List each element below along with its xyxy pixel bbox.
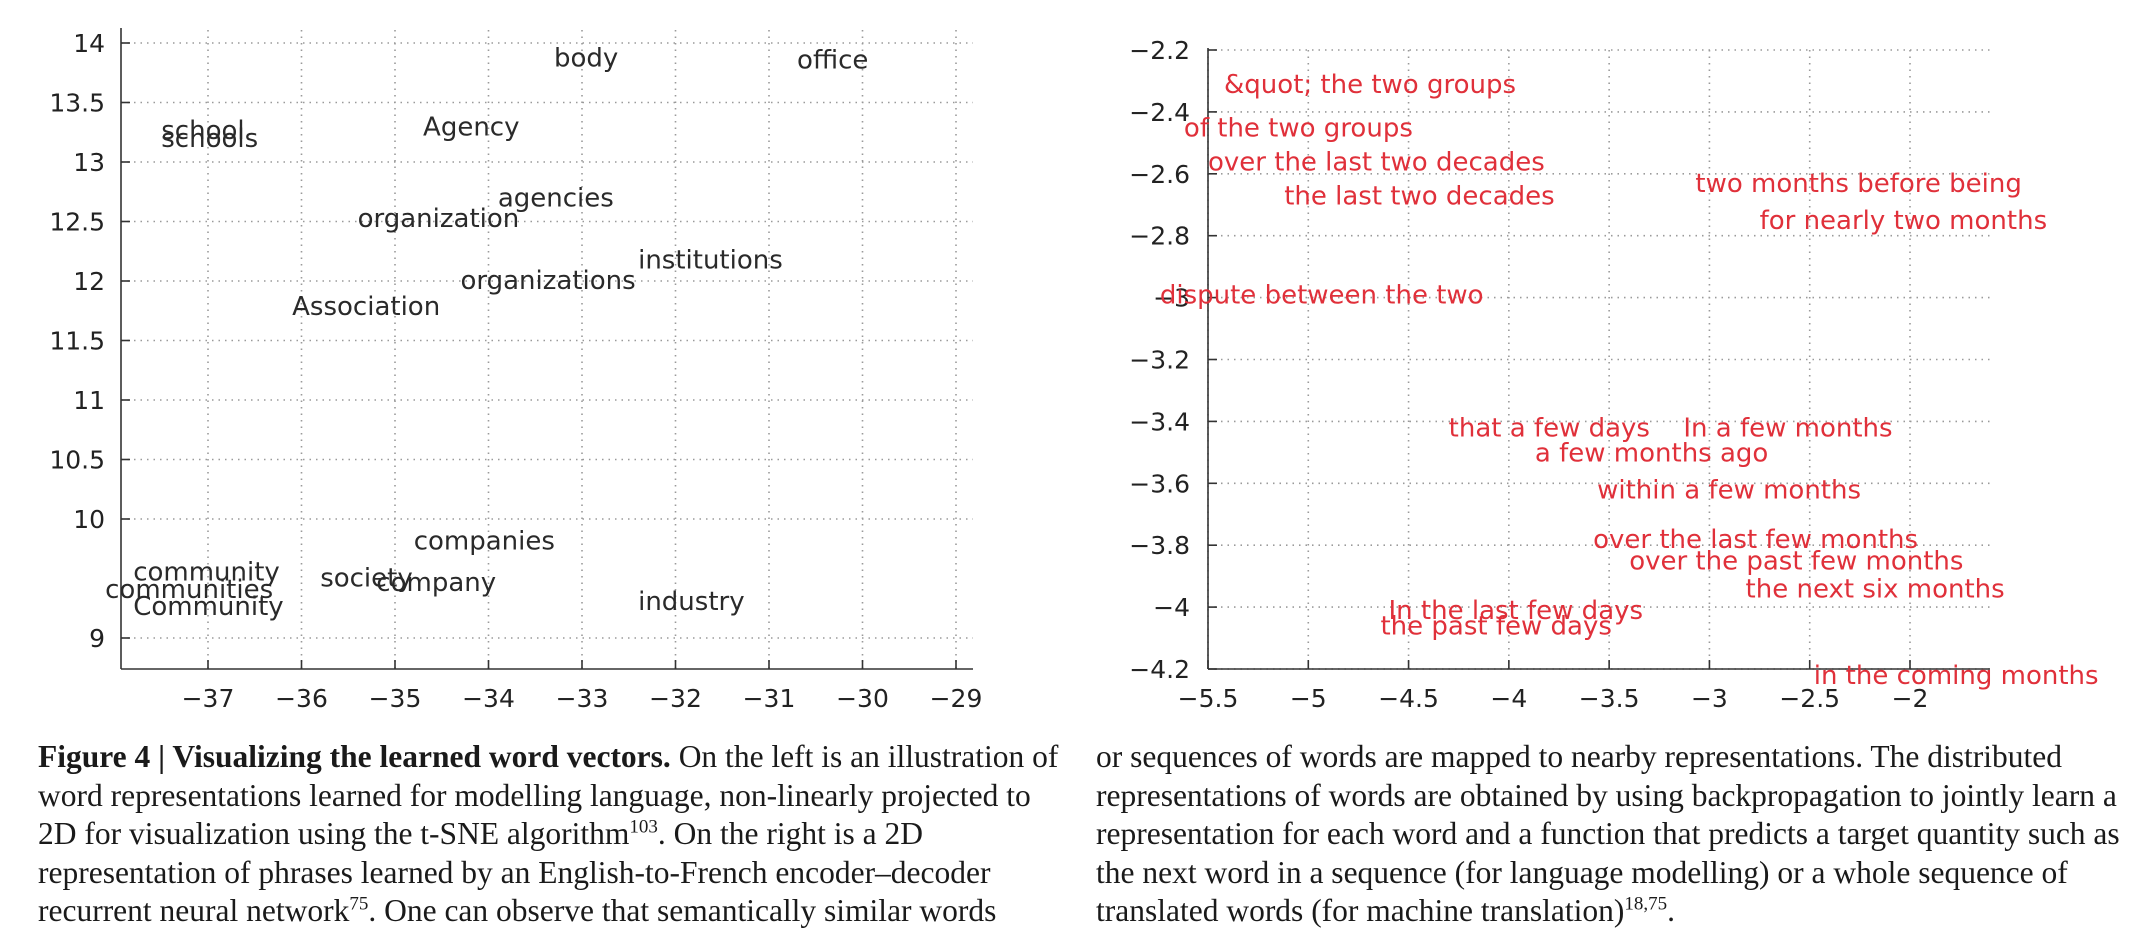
y-tick-label: −3 (1153, 284, 1190, 313)
data-point-label: the past few days (1380, 612, 1611, 642)
data-point-label: institutions (638, 246, 783, 276)
y-tick-label: −2.8 (1129, 222, 1190, 251)
data-point-label: organization (358, 204, 520, 234)
data-point-label: communities (105, 575, 273, 605)
x-tick-label: −30 (836, 684, 889, 713)
data-point-label: the next six months (1746, 575, 2005, 605)
data-point-label: body (554, 43, 618, 73)
y-tick-label: −3.6 (1129, 469, 1190, 498)
data-point-label: of the two groups (1184, 113, 1413, 143)
caption-text: . One can observe that semantically simi… (368, 893, 997, 928)
x-tick-label: −31 (743, 684, 796, 713)
y-tick-label: −3.4 (1129, 407, 1190, 436)
y-tick-label: −2.6 (1129, 160, 1190, 189)
right-phrase-scatter-plot: −2.2 −2.4 −2.6 −2.8 −3 −3.2 −3.4 −3.6 −3.8 −4 −4.2… (1129, 36, 2098, 713)
data-point-label: In a few months (1683, 414, 1892, 444)
y-tick-label: 14 (73, 29, 105, 58)
data-point-label: over the past few months (1629, 547, 1963, 577)
caption-text: or sequences of words are mapped to near… (1096, 739, 2120, 928)
x-tick-label: −2.5 (1779, 684, 1840, 713)
y-tick-label: 12.5 (49, 208, 105, 237)
data-point-label: community (133, 557, 280, 587)
caption-text: . (1667, 893, 1675, 928)
x-tick-label: −4.5 (1378, 684, 1439, 713)
x-tick-label: −37 (182, 684, 235, 713)
data-point-label: company (376, 568, 496, 598)
y-tick-label: −4.2 (1129, 655, 1190, 684)
data-point-label: for nearly two months (1760, 206, 2048, 236)
data-point-label: organizations (460, 266, 635, 296)
y-tick-label: 13 (73, 148, 105, 177)
data-point-label: within a few months (1597, 475, 1861, 505)
data-point-label: over the last two decades (1208, 147, 1545, 177)
y-tick-label: 10 (73, 505, 105, 534)
caption-text: . On the right is a 2D representation of… (38, 816, 991, 928)
figure-caption-right-column: or sequences of words are mapped to near… (1096, 738, 2126, 931)
citation-reference: 103 (629, 816, 658, 838)
data-point-label: industry (638, 587, 745, 617)
citation-reference: 75 (349, 893, 369, 915)
y-tick-label: 13.5 (49, 89, 105, 118)
y-tick-label: 10.5 (49, 446, 105, 475)
y-tick-label: −2.2 (1129, 36, 1190, 65)
data-point-label: Agency (423, 112, 519, 142)
y-tick-label: 11.5 (49, 327, 105, 356)
x-tick-label: −5 (1290, 684, 1327, 713)
figure-label: Figure 4 | Visualizing the learned word … (38, 739, 671, 774)
data-point-label: that a few days (1449, 414, 1650, 444)
data-point-label: &quot; the two groups (1224, 70, 1516, 100)
x-tick-label: −36 (275, 684, 328, 713)
data-point-label: two months before being (1695, 169, 2021, 199)
data-point-label: the last two decades (1284, 181, 1555, 211)
x-tick-label: −4 (1490, 684, 1527, 713)
y-tick-label: −4 (1153, 593, 1190, 622)
caption-text: On the left is an illustration of word r… (38, 739, 1059, 851)
data-point-label: over the last few months (1593, 525, 1918, 555)
y-tick-label: 9 (89, 624, 105, 653)
x-tick-label: −3.5 (1579, 684, 1640, 713)
y-tick-label: −2.4 (1129, 98, 1190, 127)
x-tick-label: −2 (1892, 684, 1929, 713)
data-point-label: dispute between the two (1160, 281, 1484, 311)
data-point-label: school (161, 116, 244, 146)
x-tick-label: −3 (1691, 684, 1728, 713)
x-tick-label: −32 (649, 684, 702, 713)
data-point-label: society (320, 563, 413, 593)
x-tick-label: −5.5 (1178, 684, 1239, 713)
x-tick-label: −35 (369, 684, 422, 713)
data-point-label: Association (292, 292, 440, 322)
data-point-label: companies (414, 526, 555, 556)
data-point-label: office (797, 46, 868, 76)
x-tick-label: −33 (556, 684, 609, 713)
data-point-label: in the coming months (1814, 661, 2099, 691)
data-point-label: Community (133, 592, 283, 622)
y-tick-label: 12 (73, 267, 105, 296)
x-tick-label: −34 (462, 684, 515, 713)
y-tick-label: 11 (73, 386, 105, 415)
data-point-label: a few months ago (1535, 438, 1768, 468)
data-point-label: agencies (498, 184, 614, 214)
figure-caption-left-column: Figure 4 | Visualizing the learned word … (38, 738, 1068, 931)
x-tick-label: −29 (930, 684, 983, 713)
y-tick-label: −3.8 (1129, 531, 1190, 560)
left-word-scatter-plot: 9 10 10.5 11 11.5 12 12.5 13 13.5 14 −37 −36 −35 −34 −… (49, 28, 982, 713)
citation-reference: 18,75 (1624, 893, 1668, 915)
y-tick-label: −3.2 (1129, 346, 1190, 375)
data-point-label: In the last few days (1389, 596, 1644, 626)
data-point-label: schools (161, 124, 258, 154)
